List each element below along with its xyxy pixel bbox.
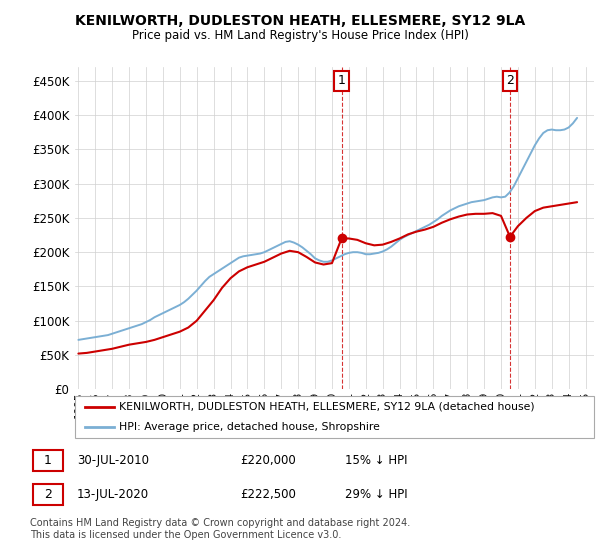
Text: 30-JUL-2010: 30-JUL-2010 <box>77 454 149 467</box>
Text: 15% ↓ HPI: 15% ↓ HPI <box>344 454 407 467</box>
Text: 1: 1 <box>44 454 52 467</box>
FancyBboxPatch shape <box>33 450 63 471</box>
Text: HPI: Average price, detached house, Shropshire: HPI: Average price, detached house, Shro… <box>119 422 380 432</box>
Text: 13-JUL-2020: 13-JUL-2020 <box>77 488 149 501</box>
Text: £220,000: £220,000 <box>240 454 296 467</box>
Text: KENILWORTH, DUDLESTON HEATH, ELLESMERE, SY12 9LA: KENILWORTH, DUDLESTON HEATH, ELLESMERE, … <box>75 14 525 28</box>
Text: Price paid vs. HM Land Registry's House Price Index (HPI): Price paid vs. HM Land Registry's House … <box>131 29 469 42</box>
FancyBboxPatch shape <box>75 396 594 438</box>
Text: 29% ↓ HPI: 29% ↓ HPI <box>344 488 407 501</box>
Text: 2: 2 <box>44 488 52 501</box>
Text: 1: 1 <box>338 74 346 87</box>
Text: 2: 2 <box>506 74 514 87</box>
FancyBboxPatch shape <box>33 484 63 505</box>
Text: KENILWORTH, DUDLESTON HEATH, ELLESMERE, SY12 9LA (detached house): KENILWORTH, DUDLESTON HEATH, ELLESMERE, … <box>119 402 535 412</box>
Text: £222,500: £222,500 <box>240 488 296 501</box>
Text: Contains HM Land Registry data © Crown copyright and database right 2024.
This d: Contains HM Land Registry data © Crown c… <box>30 518 410 540</box>
